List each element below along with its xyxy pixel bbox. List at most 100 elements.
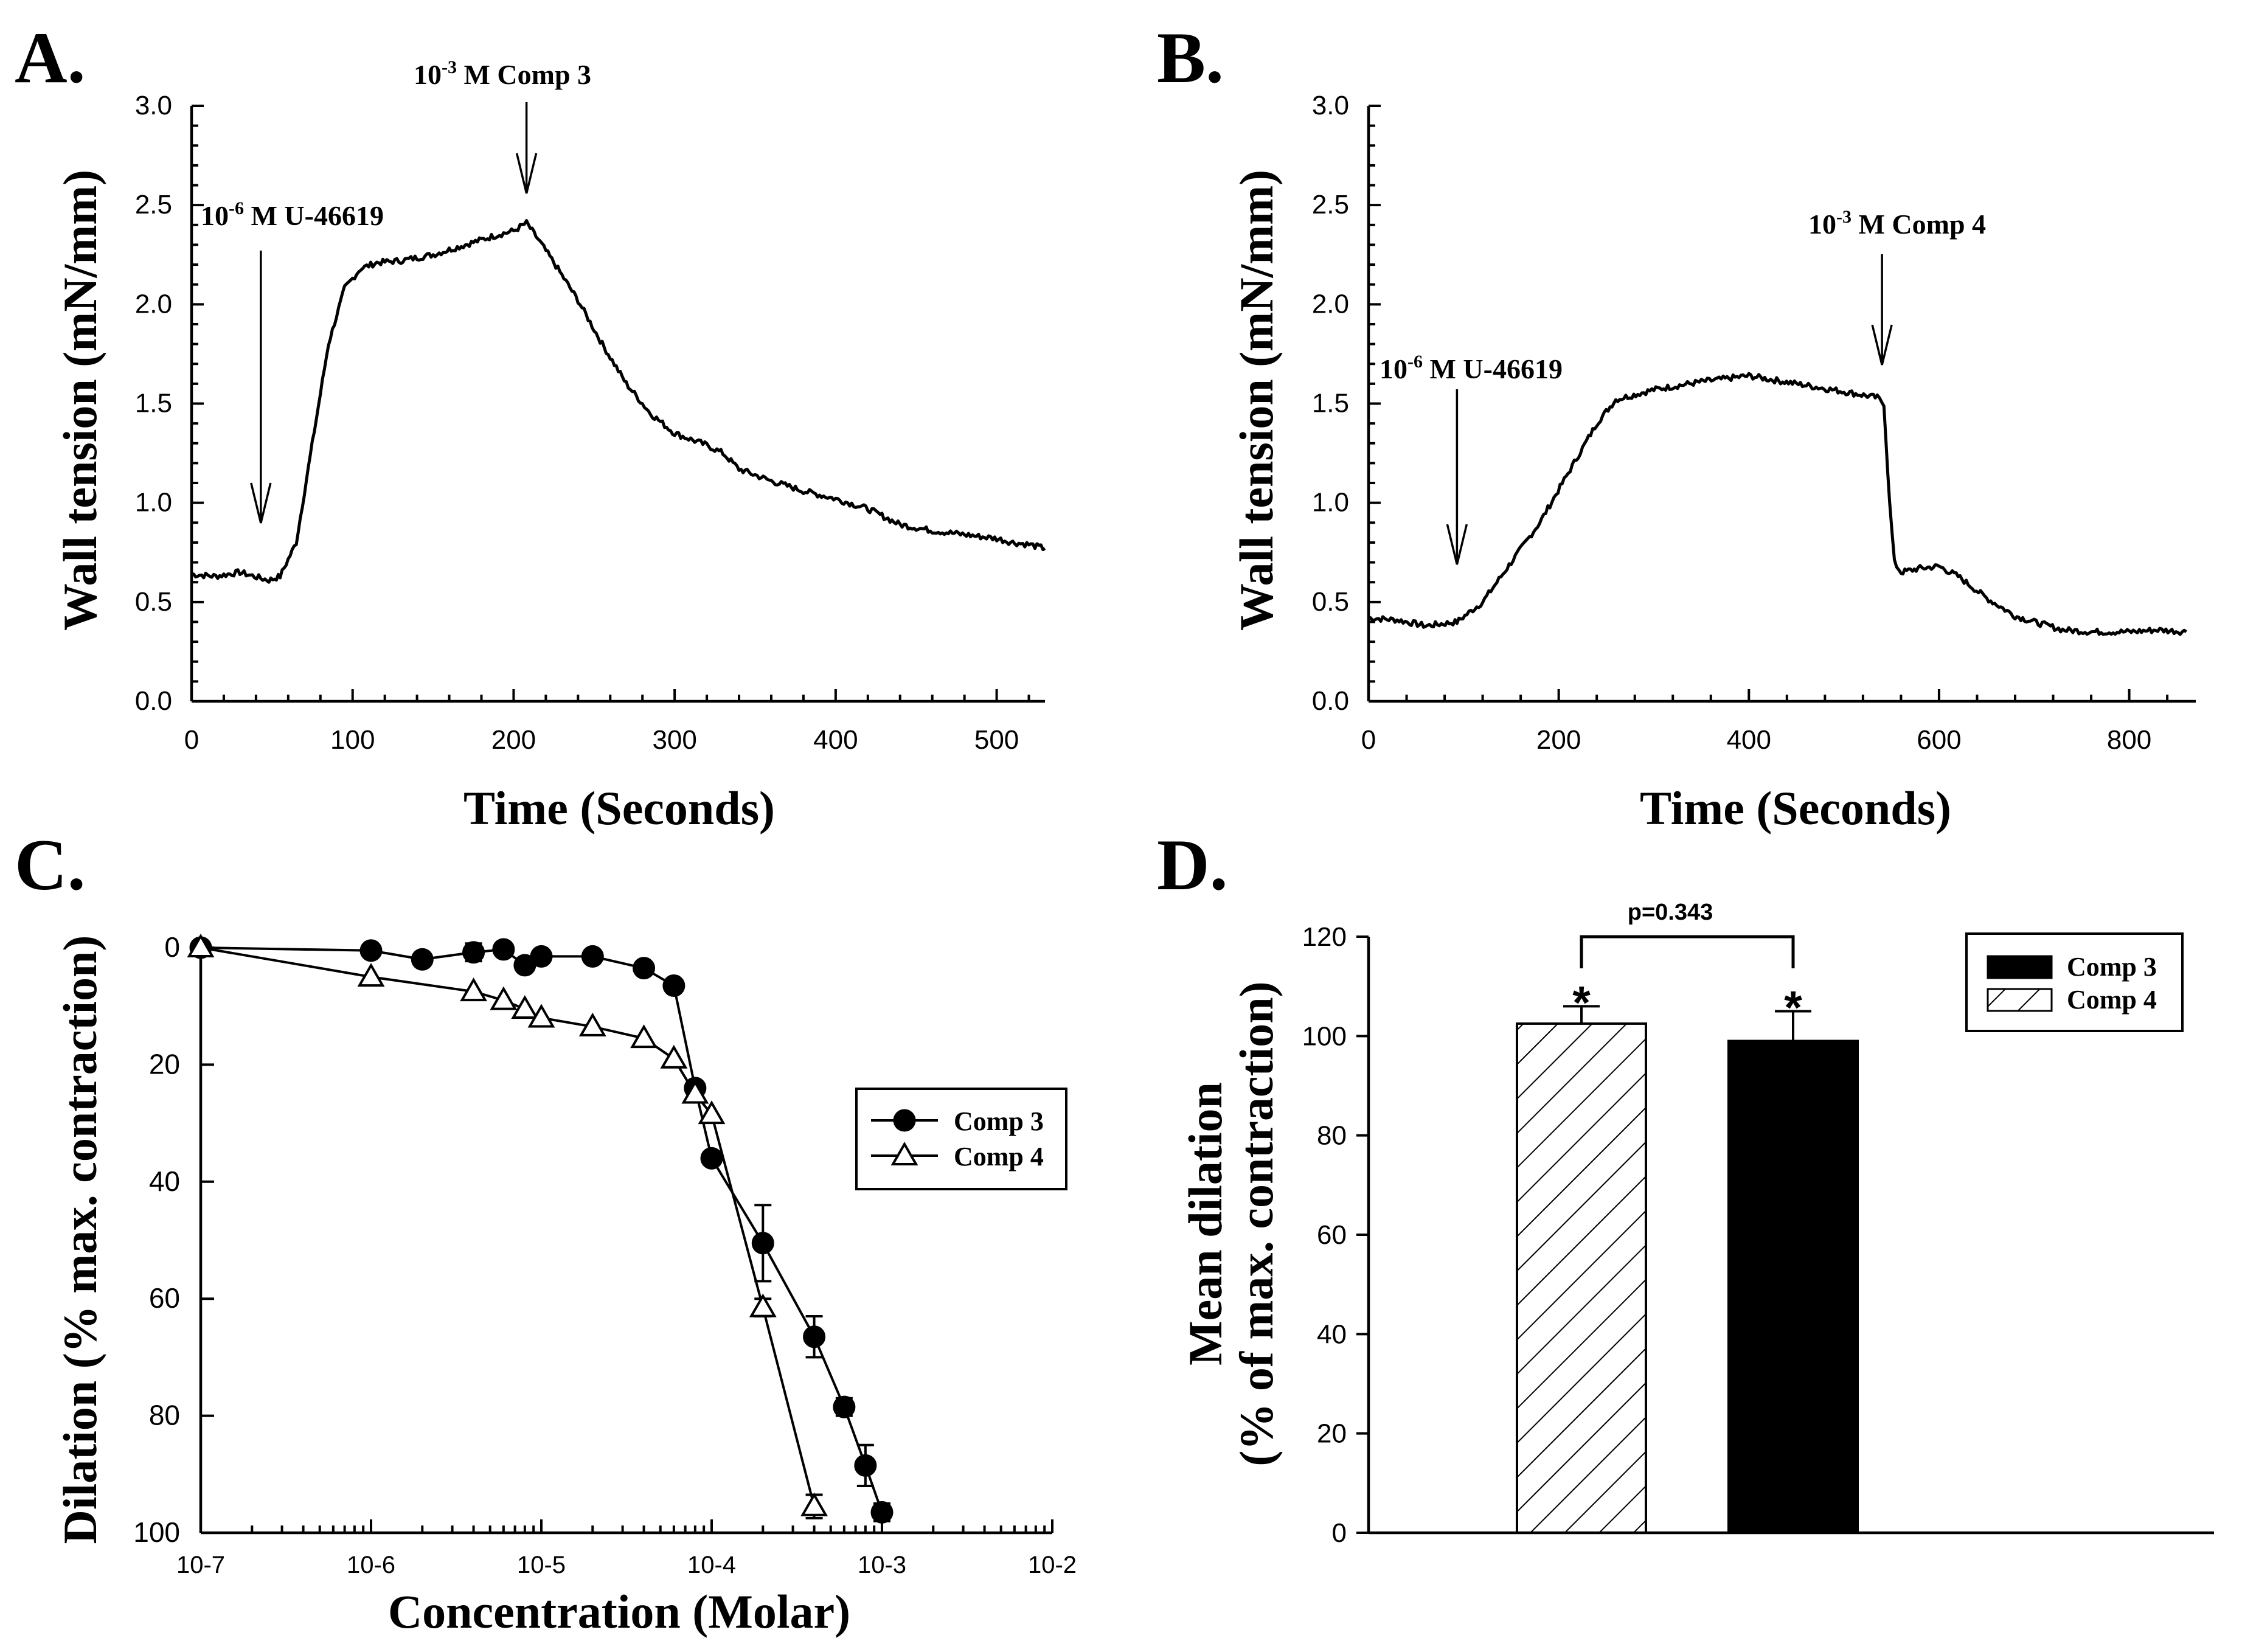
data-point-comp3 [530, 945, 553, 968]
panel-d-legend-label-comp4: Comp 4 [2067, 985, 2157, 1015]
panel-b-y-axis-label: Wall tension (mN/mm) [1230, 170, 1283, 631]
panel-c-legend-marker-comp3 [893, 1109, 916, 1132]
panel-c-y-axis-label: Dilation (% max. contraction) [54, 935, 106, 1544]
annotation-text: M U-46619 [1423, 353, 1563, 384]
y-tick-label: 2.5 [135, 190, 172, 220]
significance-star-comp3: * [1784, 982, 1802, 1034]
y-tick-label: 100 [1302, 1021, 1347, 1051]
y-tick-label: 80 [149, 1400, 180, 1431]
panel-c-legend-box [855, 1088, 1067, 1190]
y-tick-label: 3.0 [1312, 91, 1349, 120]
x-tick-label: 600 [1917, 725, 1961, 755]
series-line-comp4 [200, 946, 816, 1507]
y-tick-label: 2.5 [1312, 190, 1349, 220]
data-point-comp4 [800, 1492, 828, 1516]
panel-b-trace-line [1368, 372, 2187, 636]
bar-comp3 [1727, 1039, 1859, 1534]
y-tick-label: 100 [133, 1516, 180, 1548]
panel-a-ticks: 0.0 0.5 1.0 1.5 2.0 2.5 3.0 0 100 200 300 400 500 [135, 91, 1030, 755]
data-point-comp4 [660, 1044, 688, 1069]
bar-comp4 [1516, 1022, 1647, 1534]
data-point-comp4 [187, 933, 215, 957]
data-point-comp4 [511, 995, 539, 1019]
data-point-comp3 [803, 1325, 826, 1348]
panel-b-axes [1367, 106, 2196, 703]
panel-c-legend-label-comp3: Comp 3 [954, 1106, 1044, 1136]
y-tick-label: 3.0 [135, 91, 172, 120]
annotation-text: M Comp 4 [1852, 209, 1986, 240]
y-tick-label: 2.0 [135, 289, 172, 319]
annotation-base: 10 [201, 200, 229, 231]
x-tick-label: 10-5 [517, 1552, 566, 1578]
x-tick-label: 400 [1727, 725, 1771, 755]
panel-c-series [187, 933, 894, 1524]
panel-d-y-axis-label-line2: (% of max. contraction) [1230, 981, 1283, 1466]
annotation-label: 10-6 M U-46619 [201, 198, 384, 231]
panel-d-legend-swatch-comp3 [1987, 955, 2053, 979]
panel-a-y-axis-label: Wall tension (mN/mm) [54, 170, 106, 631]
x-tick-label: 10-2 [1028, 1552, 1077, 1578]
panel-b-letter: B. [1157, 17, 1224, 98]
panel-a-letter: A. [15, 17, 86, 98]
panel-c-letter: C. [15, 824, 86, 905]
annotation-label: 10-3 M Comp 3 [414, 57, 591, 90]
panel-c-ticks: 0 20 40 60 80 100 10-7 10-6 10-5 10-4 10-3 10-2 [133, 931, 1077, 1578]
data-point-comp3 [462, 941, 485, 964]
y-tick-label: 2.0 [1312, 289, 1349, 319]
y-tick-label: 0.5 [135, 587, 172, 617]
data-point-comp4 [630, 1024, 658, 1049]
panel-c-axes [199, 948, 1052, 1535]
panel-d-legend-label-comp3: Comp 3 [2067, 952, 2157, 982]
x-tick-label: 100 [330, 725, 375, 755]
y-tick-label: 0 [164, 931, 180, 963]
data-point-comp4 [460, 977, 488, 1002]
data-point-comp3 [751, 1232, 774, 1255]
data-point-comp4 [578, 1012, 606, 1036]
data-point-comp4 [357, 963, 385, 987]
panel-b-ticks: 0.0 0.5 1.0 1.5 2.0 2.5 3.0 0 200 400 600 800 [1312, 91, 2169, 755]
annotation-text: M U-46619 [244, 200, 384, 231]
annotation-exponent: -6 [229, 198, 244, 218]
panel-d-legend: Comp 3 Comp 4 [1965, 932, 2184, 1032]
data-point-comp3 [870, 1501, 894, 1524]
y-tick-label: 0.5 [1312, 587, 1349, 617]
x-tick-label: 200 [1536, 725, 1581, 755]
panel-c-legend-marker-comp4 [890, 1141, 918, 1165]
panel-d-bars: * * [1516, 935, 1859, 1534]
panel-a: A. 0.0 0.5 1.0 1.5 2.0 2.5 3.0 0 100 200 300 400 500… [15, 17, 1046, 835]
significance-star-comp4: * [1572, 977, 1591, 1029]
y-tick-label: 1.5 [135, 389, 172, 418]
y-tick-label: 1.0 [1312, 488, 1349, 518]
y-tick-label: 60 [149, 1282, 180, 1314]
data-point-comp3 [662, 974, 685, 998]
annotation-label: 10-3 M Comp 4 [1808, 207, 1986, 240]
p-value-bracket [1580, 935, 1795, 968]
x-tick-label: 10-3 [858, 1552, 906, 1578]
panel-d-letter: D. [1157, 824, 1228, 905]
data-point-comp3 [700, 1147, 723, 1170]
x-tick-label: 500 [974, 725, 1019, 755]
x-tick-label: 300 [652, 725, 696, 755]
y-tick-label: 80 [1317, 1121, 1347, 1151]
y-tick-label: 0.0 [1312, 686, 1349, 716]
y-tick-label: 20 [149, 1048, 180, 1080]
panel-b-x-axis-label: Time (Seconds) [1640, 782, 1951, 835]
annotation-base: 10 [1808, 209, 1836, 240]
annotation-exponent: -3 [1836, 207, 1852, 227]
annotation-arrow-head [1446, 524, 1468, 565]
panel-c-legend: Comp 3 Comp 4 [855, 1088, 1067, 1190]
panel-a-trace-line [191, 219, 1046, 584]
data-point-comp3 [854, 1454, 877, 1477]
annotation-exponent: -3 [442, 57, 457, 77]
panel-c-x-axis-label: Concentration (Molar) [388, 1585, 850, 1638]
data-point-comp3 [581, 945, 604, 968]
x-tick-label: 0 [1361, 725, 1376, 755]
y-tick-label: 40 [149, 1165, 180, 1197]
annotation-arrow-head [515, 153, 538, 194]
x-tick-label: 10-7 [176, 1552, 225, 1578]
data-point-comp4 [681, 1080, 709, 1104]
y-tick-label: 40 [1317, 1319, 1347, 1349]
panel-a-annotations: 10-6 M U-46619 10-3 M Comp 3 [201, 57, 591, 524]
y-tick-label: 20 [1317, 1419, 1347, 1449]
